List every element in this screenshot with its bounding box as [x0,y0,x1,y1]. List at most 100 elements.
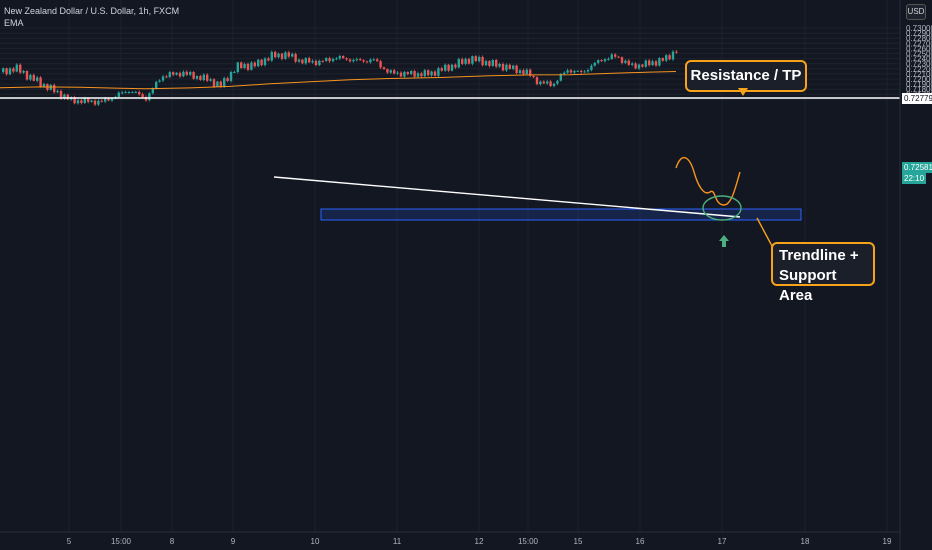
candle-body [73,97,76,104]
time-axis[interactable]: 5 15:00 8 9 10 11 12 15:00 15 16 17 18 19 [67,537,892,546]
indicator-label: EMA [4,18,24,28]
candle-body [328,58,331,62]
candle-body [12,68,15,72]
candle-body [29,74,32,80]
resistance-callout-tail [738,88,748,96]
candle-body [382,67,386,70]
candle-body [287,52,290,57]
candle-body [93,100,97,105]
candle-body [539,81,542,85]
candle-body [433,71,437,76]
candle-body [335,58,338,60]
candle-body [447,64,450,71]
candle-body [631,63,634,65]
candle-body [359,59,362,61]
candle-body [165,76,168,78]
candle-body [250,62,253,70]
candle-body [151,88,154,94]
candle-body [206,74,209,81]
candlestick-series [2,50,678,107]
candle-body [345,58,348,60]
candle-body [525,69,528,75]
candle-body [138,91,141,95]
candle-body [403,71,406,77]
candle-body [246,63,250,70]
time-axis-label: 10 [311,537,320,546]
candle-body [195,76,199,79]
candle-body [624,60,627,63]
candle-body [515,65,518,74]
candle-body [223,78,226,87]
candle-body [501,63,505,71]
time-axis-label: 15:00 [518,537,539,546]
candle-body [651,61,654,66]
candle-body [597,60,600,63]
trendline-callout-line2: Support Area [779,267,837,304]
candle-body [478,56,481,62]
time-axis-label: 15 [574,537,583,546]
candle-body [549,81,552,87]
candle-body [172,72,175,75]
candle-body [22,70,25,73]
candle-body [107,98,110,101]
candle-body [219,81,222,87]
candle-body [270,51,273,61]
candle-body [406,71,409,75]
candle-body [25,70,29,80]
candle-body [386,69,389,73]
candle-body [362,60,365,62]
support-area-box[interactable] [320,208,802,221]
time-axis-label: 18 [801,537,810,546]
candle-body [440,68,443,71]
candle-body [42,83,46,87]
candle-body [141,94,144,97]
candle-body [450,64,454,71]
candle-body [263,58,267,66]
time-axis-label: 9 [231,537,236,546]
candle-body [654,61,658,66]
candle-body [342,55,345,59]
candle-body [314,60,318,66]
resistance-callout[interactable]: Resistance / TP [685,60,807,92]
candle-body [556,80,559,84]
time-axis-label: 12 [475,537,484,546]
candle-body [284,52,287,59]
candle-body [104,98,107,102]
candle-body [600,60,603,62]
candle-body [471,56,474,64]
candle-body [325,58,328,62]
candle-body [522,70,525,75]
projection-path [675,156,741,206]
candle-body [546,81,549,84]
candle-body [512,65,515,69]
candle-body [576,70,579,72]
candle-body [308,58,311,63]
candle-body [641,64,644,67]
candle-body [644,60,647,67]
candle-body [311,60,314,63]
candle-body [155,81,158,89]
trendline[interactable] [273,176,741,218]
candle-body [216,81,219,87]
candle-body [253,62,256,67]
candle-body [124,92,127,94]
chart-legend: New Zealand Dollar / U.S. Dollar, 1h, FX… [4,5,179,29]
candle-body [423,70,426,77]
candle-body [379,61,382,68]
candle-body [593,62,596,66]
candle-body [280,53,284,59]
candle-body [607,58,610,60]
candle-body [467,58,471,64]
candle-body [671,51,675,60]
currency-button[interactable]: USD [906,4,926,20]
candle-body [420,73,423,77]
trendline-callout[interactable]: Trendline + Support Area [771,242,875,304]
candle-body [396,72,399,74]
candle-body [573,71,576,73]
candle-body [481,56,484,66]
